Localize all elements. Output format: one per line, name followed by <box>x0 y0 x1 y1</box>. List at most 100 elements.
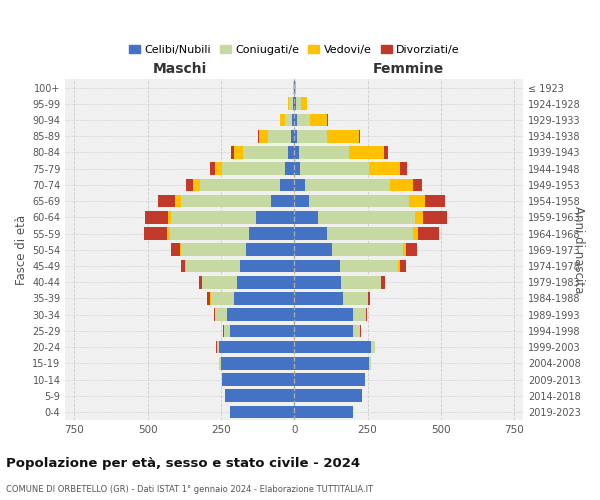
Bar <box>332 244 403 256</box>
Bar <box>305 178 389 192</box>
Bar <box>223 374 294 386</box>
Bar <box>326 130 359 142</box>
Bar <box>230 324 294 337</box>
Bar <box>280 178 294 192</box>
Bar <box>199 276 202 288</box>
Bar <box>310 114 328 126</box>
Bar <box>280 114 284 126</box>
Bar <box>309 195 409 207</box>
Bar <box>296 98 301 110</box>
Bar <box>413 178 422 192</box>
Bar <box>168 211 171 224</box>
Bar <box>215 308 227 321</box>
Bar <box>294 341 371 353</box>
Bar <box>180 244 181 256</box>
Bar <box>224 324 230 337</box>
Bar <box>181 244 246 256</box>
Bar <box>294 357 369 370</box>
Text: COMUNE DI ORBETELLO (GR) - Dati ISTAT 1° gennaio 2024 - Elaborazione TUTTITALIA.: COMUNE DI ORBETELLO (GR) - Dati ISTAT 1°… <box>6 485 373 494</box>
Y-axis label: Fasce di età: Fasce di età <box>15 215 28 285</box>
Bar <box>300 162 369 175</box>
Bar <box>294 390 362 402</box>
Bar <box>271 195 294 207</box>
Bar <box>382 276 385 288</box>
Bar <box>398 260 400 272</box>
Bar <box>294 260 340 272</box>
Bar <box>214 308 215 321</box>
Bar <box>170 228 249 240</box>
Bar <box>294 374 365 386</box>
Bar <box>389 178 413 192</box>
Bar <box>299 146 349 159</box>
Y-axis label: Anni di nascita: Anni di nascita <box>572 206 585 294</box>
Bar <box>318 211 415 224</box>
Bar <box>223 162 286 175</box>
Bar <box>294 276 341 288</box>
Bar <box>368 292 370 305</box>
Bar <box>220 341 294 353</box>
Text: Femmine: Femmine <box>373 62 444 76</box>
Bar <box>226 390 294 402</box>
Legend: Celibi/Nubili, Coniugati/e, Vedovi/e, Divorziati/e: Celibi/Nubili, Coniugati/e, Vedovi/e, Di… <box>124 41 464 60</box>
Bar <box>292 130 294 142</box>
Bar <box>217 341 220 353</box>
Bar <box>215 162 223 175</box>
Bar <box>220 357 221 370</box>
Bar <box>425 195 445 207</box>
Bar <box>294 324 353 337</box>
Bar <box>284 114 292 126</box>
Bar <box>294 406 353 418</box>
Bar <box>221 357 294 370</box>
Bar <box>409 195 425 207</box>
Bar <box>384 146 388 159</box>
Bar <box>371 341 375 353</box>
Bar <box>257 130 259 142</box>
Bar <box>231 146 234 159</box>
Bar <box>246 244 294 256</box>
Bar <box>237 276 294 288</box>
Bar <box>349 146 384 159</box>
Bar <box>240 260 294 272</box>
Bar <box>227 308 294 321</box>
Bar <box>288 98 289 110</box>
Bar <box>294 130 297 142</box>
Bar <box>413 228 418 240</box>
Bar <box>193 178 200 192</box>
Bar <box>400 260 406 272</box>
Bar <box>185 260 240 272</box>
Bar <box>249 228 294 240</box>
Bar <box>294 195 309 207</box>
Bar <box>181 260 185 272</box>
Bar <box>294 178 305 192</box>
Bar <box>256 211 294 224</box>
Bar <box>175 195 181 207</box>
Bar <box>341 276 381 288</box>
Bar <box>424 211 447 224</box>
Bar <box>234 292 294 305</box>
Bar <box>294 162 300 175</box>
Bar <box>415 211 424 224</box>
Bar <box>171 211 256 224</box>
Bar <box>294 308 353 321</box>
Bar <box>294 98 296 110</box>
Bar <box>167 228 170 240</box>
Bar <box>326 228 413 240</box>
Bar <box>171 244 180 256</box>
Bar <box>403 244 406 256</box>
Bar <box>200 178 280 192</box>
Bar <box>353 324 360 337</box>
Bar <box>369 357 371 370</box>
Bar <box>366 308 367 321</box>
Bar <box>210 162 215 175</box>
Bar <box>158 195 175 207</box>
Text: Popolazione per età, sesso e stato civile - 2024: Popolazione per età, sesso e stato civil… <box>6 458 360 470</box>
Bar <box>234 146 243 159</box>
Bar <box>208 292 211 305</box>
Bar <box>294 211 318 224</box>
Bar <box>268 130 292 142</box>
Bar <box>406 244 418 256</box>
Bar <box>289 146 294 159</box>
Bar <box>292 114 294 126</box>
Bar <box>223 324 224 337</box>
Bar <box>400 162 407 175</box>
